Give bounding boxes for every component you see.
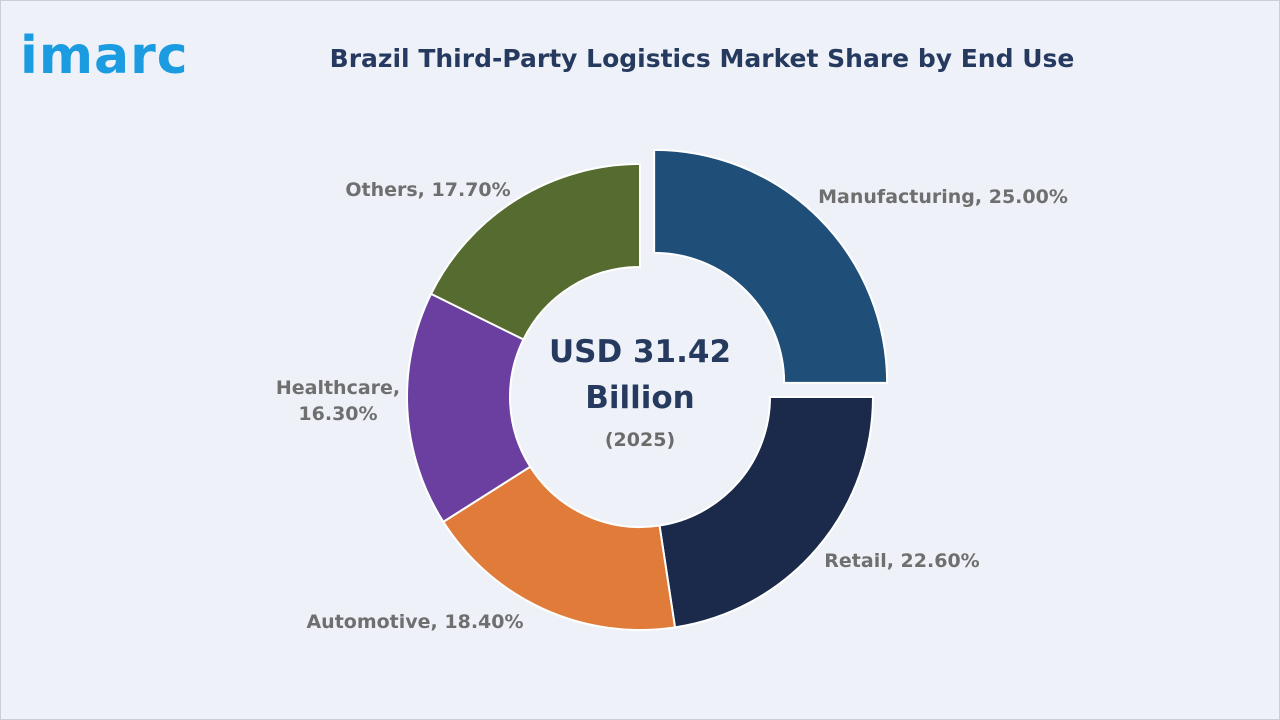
- data-label-healthcare: Healthcare, 16.30%: [276, 377, 400, 425]
- center-value-line1: USD 31.42: [549, 334, 731, 370]
- donut-slice-others: [429, 162, 641, 341]
- donut-slice-manufacturing: [653, 148, 889, 384]
- imarc-logo: imarc: [20, 26, 189, 86]
- data-label-manufacturing: Manufacturing, 25.00%: [818, 186, 1068, 208]
- data-label-retail: Retail, 22.60%: [824, 550, 979, 572]
- donut-slices: [406, 148, 889, 631]
- donut-slice-retail: [658, 396, 875, 629]
- slice-labels: Manufacturing, 25.00% Retail, 22.60% Autom…: [276, 179, 1068, 633]
- chart-title: Brazil Third-Party Logistics Market Shar…: [329, 44, 1075, 73]
- center-year: (2025): [605, 429, 675, 451]
- donut-slice-automotive: [441, 465, 677, 631]
- center-value-line2: Billion: [585, 380, 695, 416]
- data-label-automotive: Automotive, 18.40%: [306, 611, 523, 633]
- data-label-others: Others, 17.70%: [345, 179, 510, 201]
